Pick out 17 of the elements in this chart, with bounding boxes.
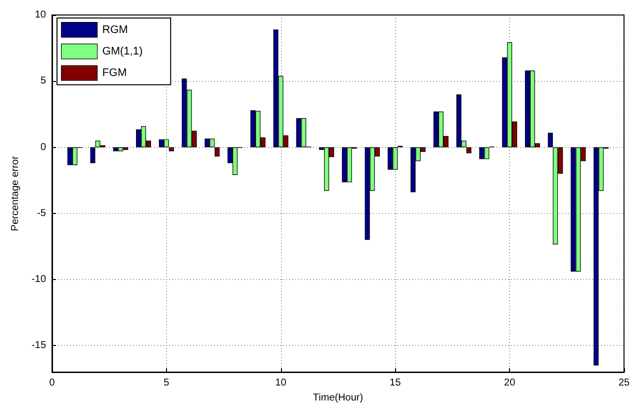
- y-tick-label: 0: [40, 142, 46, 153]
- x-tick-label: 5: [164, 378, 170, 389]
- y-tick-label: -5: [37, 208, 46, 219]
- y-tick-label: -15: [32, 340, 46, 352]
- x-tick-label: 25: [618, 378, 630, 389]
- x-axis-title: Time(Hour): [312, 392, 364, 404]
- x-tick-label: 15: [390, 378, 402, 389]
- legend-label: RGM: [102, 24, 128, 36]
- x-tick-label: 20: [504, 378, 516, 389]
- y-tick-label: 10: [34, 10, 46, 20]
- x-tick-label: 10: [275, 378, 287, 389]
- y-tick-label: -10: [32, 274, 46, 286]
- legend-label: GM(1,1): [102, 45, 143, 58]
- y-tick-label: 5: [40, 76, 46, 87]
- legend-label: FGM: [102, 67, 127, 79]
- x-tick-label: 0: [49, 378, 56, 389]
- y-axis-title: Percentage error: [10, 155, 22, 232]
